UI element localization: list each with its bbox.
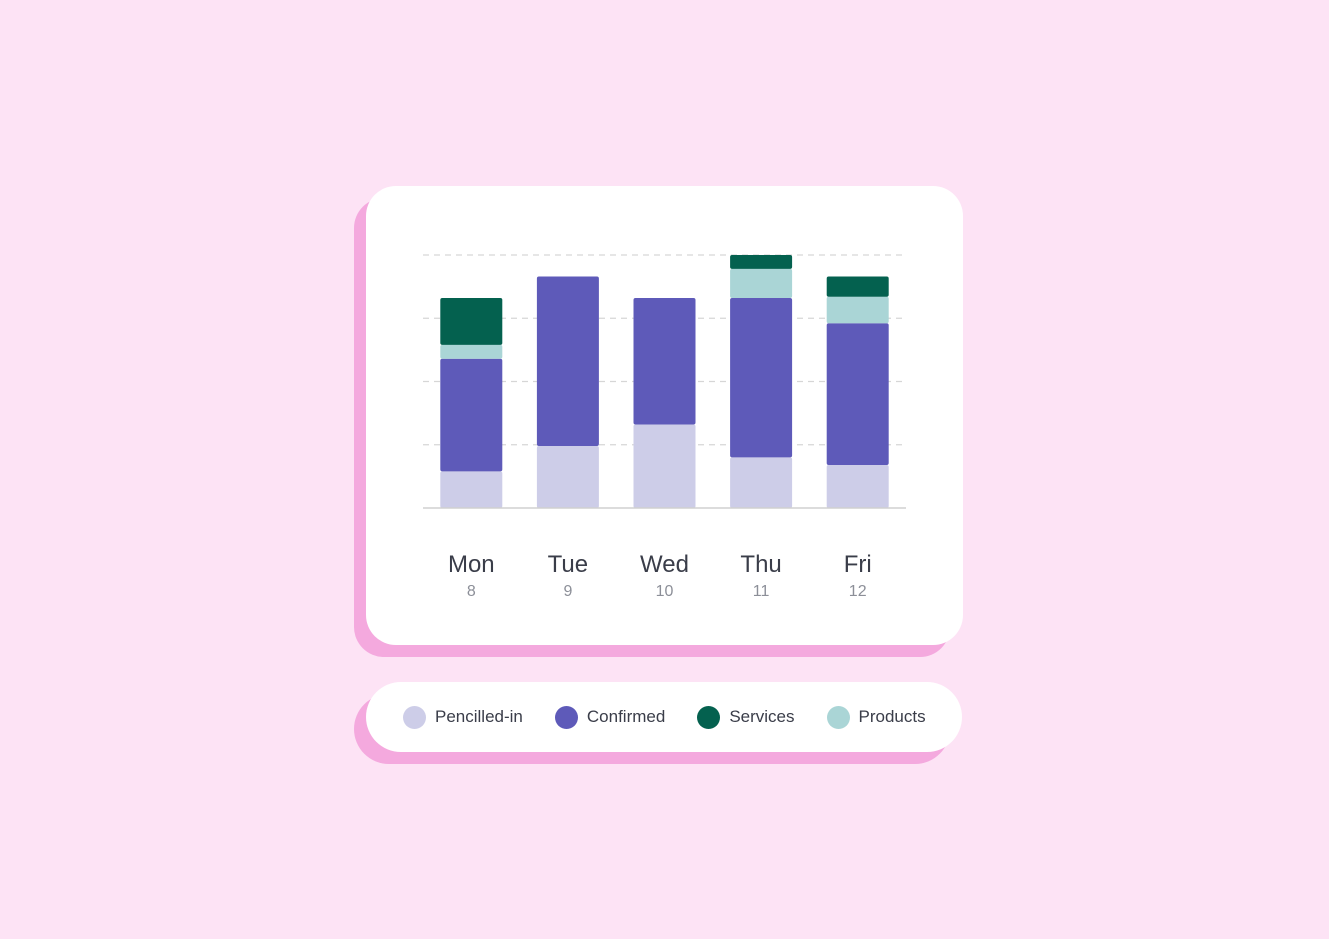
stacked-bar-chart: Mon 8 Tue 9 Wed 10 Thu 11 Fri 12 [423,254,906,600]
legend-swatch [826,705,850,729]
legend-item-products: Products [826,705,926,729]
day-label: Mon [448,551,495,578]
bar-segment-services [826,276,889,297]
bar-segment-confirmed [633,298,696,425]
chart-card: Mon 8 Tue 9 Wed 10 Thu 11 Fri 12 [366,186,963,645]
date-label: 9 [563,583,572,600]
bar-segment-confirmed [826,323,889,465]
bar-segment-pencilled-in [633,424,696,508]
day-label: Wed [640,551,689,578]
bar-segment-confirmed [440,358,503,472]
bar-segment-services [440,298,503,345]
legend-item-pencilled-in: Pencilled-in [403,705,523,729]
bar-segment-confirmed [536,276,599,447]
bar-segment-products [440,344,503,359]
date-label: 11 [753,583,770,600]
legend-label: Pencilled-in [435,707,523,726]
bar-segment-pencilled-in [730,457,793,508]
bar-segment-services [730,255,793,269]
day-label: Fri [844,551,872,578]
bar-segment-products [826,296,889,324]
date-label: 12 [849,583,867,600]
date-label: 8 [467,583,476,600]
legend-item-services: Services [697,705,795,729]
bar-segment-confirmed [730,298,793,458]
legend-swatch [697,705,721,729]
bar-segment-products [730,268,793,299]
day-label: Thu [740,551,781,578]
legend-item-confirmed: Confirmed [554,705,666,729]
legend-swatch [403,705,426,729]
bar-segment-pencilled-in [440,471,503,508]
day-label: Tue [548,551,588,578]
bar-segment-pencilled-in [826,464,889,508]
date-label: 10 [656,583,674,600]
legend-label: Services [729,707,795,726]
legend-swatch [554,705,578,729]
legend-card: Pencilled-in Confirmed Services Products [366,682,962,752]
bar-segment-pencilled-in [536,446,599,508]
legend-label: Confirmed [586,707,666,726]
legend-label: Products [858,707,926,726]
